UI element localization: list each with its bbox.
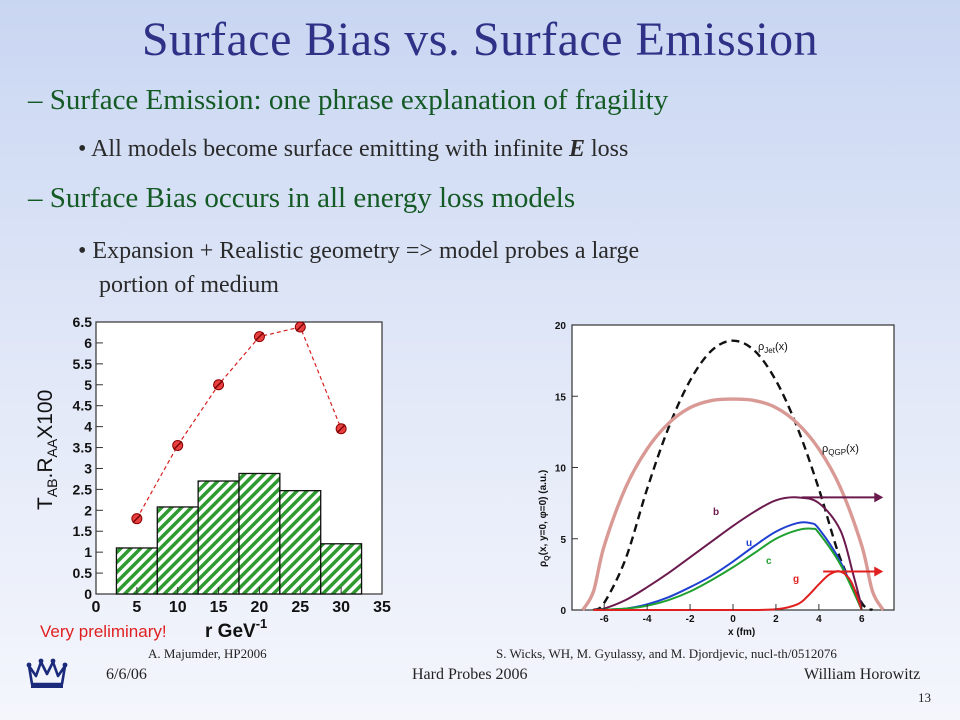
x-tick-label: 5 <box>132 599 141 616</box>
bar <box>156 506 199 595</box>
y-tick-label: 0.5 <box>73 565 93 581</box>
x-tick-label: 10 <box>169 599 187 616</box>
sub-bullet-em: E <box>568 136 585 162</box>
bar <box>115 547 158 595</box>
y-tick-label: 5 <box>560 535 566 546</box>
sub-bullet-expansion: • Expansion + Realistic geometry => mode… <box>78 234 639 302</box>
sub-bullet-line1: Expansion + Realistic geometry => model … <box>92 238 640 264</box>
x-tick-label: 2 <box>773 614 779 625</box>
right-ylabel: ρQ(x, y=0, φ=0) (a.u.) <box>538 470 551 567</box>
x-tick-label: 25 <box>291 599 309 616</box>
arrow <box>823 566 884 577</box>
bar <box>238 472 281 595</box>
series-line <box>593 521 863 611</box>
y-tick-label: 6.5 <box>73 314 93 330</box>
y-tick-label: 5.5 <box>73 356 93 372</box>
x-tick-label: 0 <box>730 614 736 625</box>
y-tick-label: 15 <box>555 392 567 403</box>
bar <box>197 480 240 595</box>
x-tick-label: 15 <box>210 599 228 616</box>
data-point <box>172 439 184 451</box>
data-point <box>294 321 306 333</box>
y-tick-label: 2 <box>84 502 92 518</box>
crown-logo-icon <box>26 658 68 688</box>
right-label-u: u <box>746 538 752 549</box>
right-xlabel: x (fm) <box>728 627 755 638</box>
left-bar-chart: 0 0.5 1 1.5 2 2.5 3 3.5 4 4.5 5 5.5 6 6.5 0 5 10 15 20 25 3… <box>34 314 391 642</box>
left-annotation: Very preliminary! <box>40 622 167 641</box>
slide-title: Surface Bias vs. Surface Emission <box>141 13 819 66</box>
data-point <box>131 513 143 525</box>
series-line <box>593 527 863 611</box>
left-ylabel: TAB.RAAX100 <box>34 390 60 510</box>
x-tick-label: 0 <box>92 599 101 616</box>
data-point <box>213 379 225 391</box>
bar <box>320 543 363 595</box>
y-tick-label: 0 <box>560 606 566 617</box>
x-tick-label: 20 <box>251 599 269 616</box>
right-label-g: g <box>793 574 799 585</box>
y-tick-label: 0 <box>84 586 92 602</box>
data-point <box>335 423 347 435</box>
x-tick-label: 30 <box>332 599 350 616</box>
x-tick-label: 35 <box>373 599 391 616</box>
series-line <box>593 496 863 611</box>
y-tick-label: 3.5 <box>73 440 93 456</box>
y-tick-label: 2.5 <box>73 481 93 497</box>
sub-bullet-text-pre: All models become surface emitting with … <box>91 136 569 162</box>
page-number: 13 <box>918 690 931 705</box>
x-tick-label: 4 <box>816 614 822 625</box>
arrow <box>801 492 884 503</box>
x-tick-label: 6 <box>859 614 865 625</box>
footer-author: William Horowitz <box>804 666 921 683</box>
footer-date: 6/6/06 <box>106 666 147 683</box>
y-tick-label: 6 <box>84 335 92 351</box>
x-tick-label: -2 <box>686 614 695 625</box>
sub-bullet-dot: • <box>78 238 87 264</box>
y-tick-label: 10 <box>555 464 567 475</box>
right-caption: S. Wicks, WH, M. Gyulassy, and M. Djordj… <box>496 646 837 661</box>
sub-bullet-text-post: loss <box>585 136 629 162</box>
bullet-surface-bias: – Surface Bias occurs in all energy loss… <box>28 182 575 215</box>
bullet-surface-emission: – Surface Emission: one phrase explanati… <box>28 84 668 117</box>
sub-bullet-line2: portion of medium <box>99 272 279 298</box>
sub-bullet-dot: • <box>78 136 87 162</box>
right-label-c: c <box>766 556 772 567</box>
sub-bullet-surface-emitting: • All models become surface emitting wit… <box>78 136 628 163</box>
left-caption: A. Majumder, HP2006 <box>148 646 267 661</box>
y-tick-label: 20 <box>555 321 567 332</box>
bullet-text: Surface Bias occurs in all energy loss m… <box>49 182 576 214</box>
series-line <box>592 339 874 612</box>
series-line <box>593 570 863 612</box>
x-tick-label: -4 <box>643 614 652 625</box>
left-xlabel: r GeV-1 <box>205 616 267 642</box>
right-label-b: b <box>713 507 719 518</box>
y-tick-label: 3 <box>84 460 92 476</box>
bullet-dash: – <box>28 182 43 214</box>
bar <box>279 489 322 595</box>
x-tick-label: -6 <box>600 614 609 625</box>
bullet-text: Surface Emission: one phrase explanation… <box>49 84 669 116</box>
y-tick-label: 1.5 <box>73 523 93 539</box>
y-tick-label: 5 <box>84 377 92 393</box>
y-tick-label: 4 <box>84 419 92 435</box>
series-line <box>581 397 885 611</box>
footer-center: Hard Probes 2006 <box>412 666 528 683</box>
data-point <box>253 331 265 343</box>
y-tick-label: 4.5 <box>73 398 93 414</box>
data-line <box>136 326 342 519</box>
bullet-dash: – <box>28 84 43 116</box>
y-tick-label: 1 <box>84 544 92 560</box>
